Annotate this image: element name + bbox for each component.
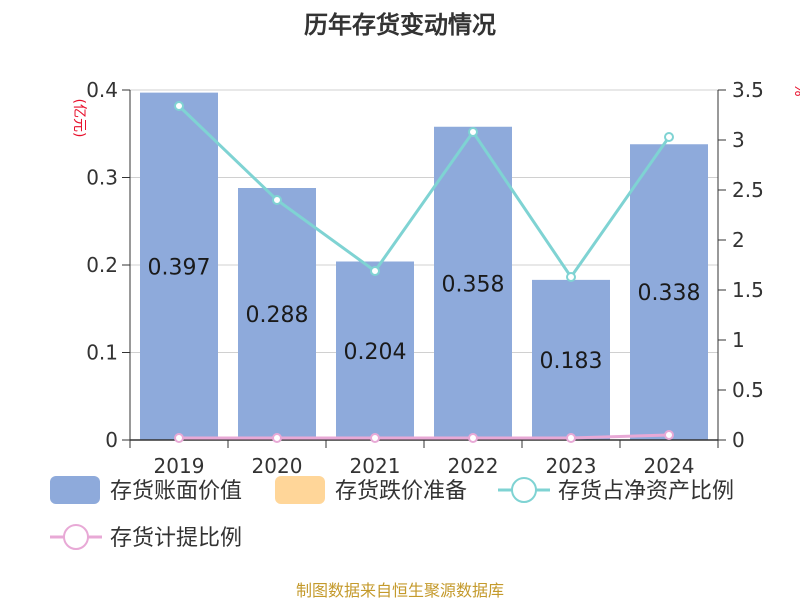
x-tick-label: 2022 <box>448 454 499 478</box>
bar-2022 <box>434 126 512 440</box>
right-tick-label: 2.5 <box>732 178 764 202</box>
right-tick-label: 1.5 <box>732 278 764 302</box>
line-series <box>174 101 674 443</box>
x-tick-label: 2020 <box>252 454 303 478</box>
line-point <box>468 127 478 137</box>
right-tick-label: 0 <box>732 428 745 452</box>
legend-label: 存货计提比例 <box>110 526 242 551</box>
axes: 0 0.1 0.2 0.3 0.4 0 0.5 1 1.5 2 2.5 3 3.5 2019 2020 202… <box>86 78 764 478</box>
bar-2024 <box>630 144 708 440</box>
data-source-note: 制图数据来自恒生聚源数据库 <box>296 581 504 600</box>
line-point <box>370 433 380 443</box>
bar-value-label: 0.288 <box>246 303 309 328</box>
chart-title: 历年存货变动情况 <box>304 11 496 39</box>
left-tick-label: 0 <box>105 428 118 452</box>
line-point <box>566 433 576 443</box>
right-tick-label: 3.5 <box>732 78 764 102</box>
legend-marker <box>63 524 89 550</box>
line-provision-ratio <box>179 433 670 440</box>
left-tick-label: 0.1 <box>86 341 118 365</box>
legend-label: 存货账面价值 <box>110 479 242 504</box>
line-point <box>468 433 478 443</box>
bar-value-label: 0.358 <box>442 272 505 297</box>
left-tick-label: 0.2 <box>86 253 118 277</box>
bar-value-label: 0.338 <box>638 281 701 306</box>
line-point <box>664 132 674 142</box>
x-tick-label: 2021 <box>350 454 401 478</box>
left-tick-label: 0.4 <box>86 78 118 102</box>
x-tick-label: 2024 <box>644 454 695 478</box>
legend-marker <box>511 477 537 503</box>
legend-label: 存货跌价准备 <box>335 479 467 504</box>
bar-2019 <box>140 92 218 440</box>
line-point <box>272 195 282 205</box>
right-tick-label: 1 <box>732 328 745 352</box>
right-tick-label: 0.5 <box>732 378 764 402</box>
grid-lines <box>130 89 718 353</box>
x-tick-label: 2023 <box>546 454 597 478</box>
x-tick-label: 2019 <box>154 454 205 478</box>
line-point <box>272 433 282 443</box>
right-axis-unit: % <box>791 83 800 96</box>
bar-2021 <box>336 261 414 440</box>
line-point <box>174 433 184 443</box>
bar-value-label: 0.183 <box>540 349 603 374</box>
left-axis-unit: (亿元) <box>71 99 87 138</box>
bar-value-label: 0.397 <box>148 255 211 280</box>
line-point <box>566 272 576 282</box>
line-ratio-net-assets <box>177 104 671 280</box>
line-point <box>664 430 674 440</box>
legend-swatch-bar-provision <box>275 476 325 504</box>
bar-value-label: 0.204 <box>344 340 407 365</box>
bar-2020 <box>238 188 316 440</box>
right-tick-label: 3 <box>732 128 745 152</box>
legend-swatch-bar-value <box>50 476 100 504</box>
bar-2023 <box>532 279 610 440</box>
line-point <box>370 266 380 276</box>
right-tick-label: 2 <box>732 228 745 252</box>
left-tick-label: 0.3 <box>86 166 118 190</box>
legend-label: 存货占净资产比例 <box>558 479 734 504</box>
bar-series: 0.397 0.288 0.204 0.358 0.183 0.338 <box>140 92 708 440</box>
line-point <box>174 101 184 111</box>
